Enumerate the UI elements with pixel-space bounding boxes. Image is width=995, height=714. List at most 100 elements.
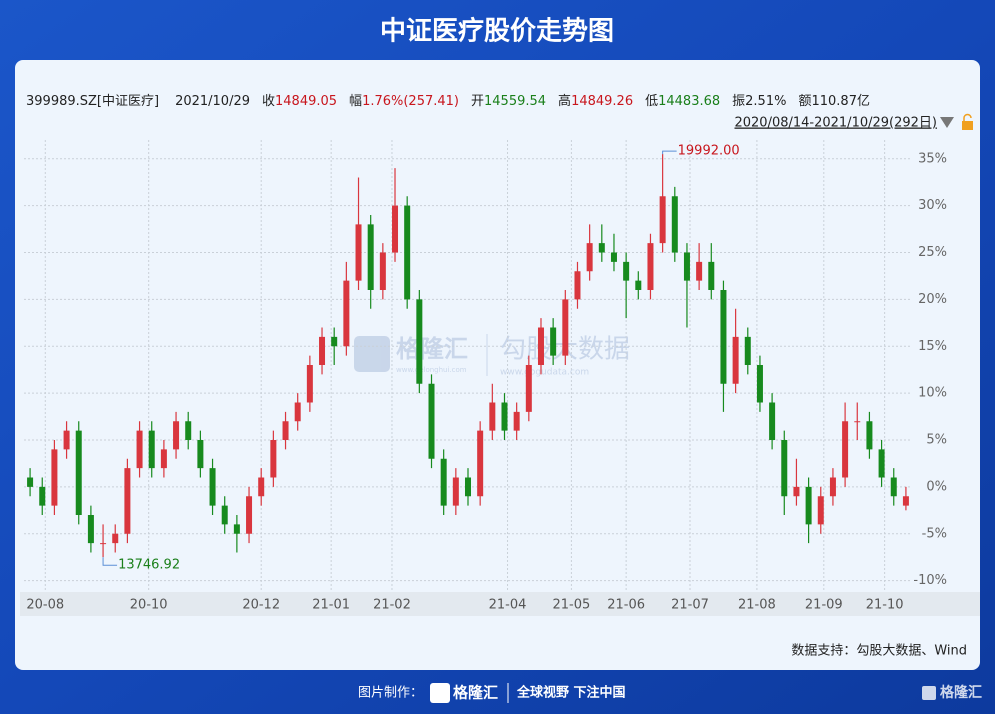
candle-body [805,486,812,525]
candle-body [185,421,192,440]
candle-body [696,261,703,281]
candle-body [562,299,569,356]
corner-logo [922,686,936,700]
footer-slogan: 全球视野 下注中国 [516,685,626,701]
quote-value: 14849.05 [275,94,337,109]
min-leader [102,557,118,566]
candle-body [793,486,800,497]
candle-body [732,336,739,384]
quote-value: 2.51% [745,94,786,109]
quote-value: 14559.54 [484,94,546,109]
x-tick-label: 20-08 [26,598,64,613]
candle-body [173,421,180,450]
quote-value: 14849.26 [571,94,633,109]
candle-body [878,449,885,478]
candle-body [124,468,131,534]
date-range[interactable]: 2020/08/14-2021/10/29(292日) [734,116,937,131]
title: 中证医疗股价走势图 [380,16,614,47]
candle-body [331,336,338,347]
x-tick-label: 21-05 [553,598,591,613]
candle-body [781,440,788,497]
candle-body [586,243,593,272]
x-axis-band [20,592,980,616]
candle-body [319,336,326,365]
y-tick-label: 5% [926,433,947,448]
quote-value: 1.76%(257.41) [362,94,459,109]
candle-body [270,440,277,478]
candle-body [890,477,897,497]
candle-body [282,421,289,440]
x-tick-label: 21-07 [671,598,709,613]
candle-body [428,383,435,459]
quote-label: 开 [471,94,484,109]
candle-body [343,280,350,347]
candle-body [866,421,873,450]
quote-line: 399989.SZ[中证医疗] 2021/10/29 收14849.05 幅1.76%… [26,93,870,109]
candle-body [87,515,94,544]
candle-body [623,261,630,281]
candle-body [610,252,617,262]
candle-body [452,477,459,506]
quote-label: 高 [558,93,571,109]
quote-label: 幅 [349,94,362,109]
y-tick-label: -10% [913,573,947,588]
watermark: 格隆汇 www.gelonghui.com 勾股大数据 www.gogudata… [354,334,630,378]
quote-label: 收 [262,94,275,109]
candle-body [404,205,411,300]
candle-body [744,336,751,365]
candle-body [75,430,82,515]
candle-body [647,243,654,290]
footer-brand: 格隆汇 [453,684,498,702]
candle-body [477,430,484,497]
candle-body [817,496,824,525]
panel [15,60,980,670]
y-tick-label: 10% [918,386,947,401]
candle-body [355,224,362,281]
x-tick-label: 21-04 [489,598,527,613]
quote-label: 振 [732,94,745,109]
candle-body [148,430,155,469]
candle-body [379,252,386,290]
candle-body [209,468,216,506]
candle-body [659,196,666,244]
plot: 35% 30% 25% 20% 15% 10% 5% 0% -5% -10% 20-08 20-10 2… [24,140,947,613]
candle-body [160,449,167,469]
lock-icon[interactable] [962,121,973,130]
source: 数据支持：勾股大数据、Wind [791,644,967,659]
x-tick-label: 21-01 [312,598,350,613]
footer-logo [430,683,450,703]
quote-label: 额 [798,94,811,109]
candle-body [708,261,715,290]
x-tick-label: 21-06 [607,598,645,613]
watermark-site: www.gelonghui.com [396,366,467,374]
candle-body [392,205,399,253]
watermark-data-site: www.gogudata.com [500,368,589,378]
lock-shackle [963,113,972,121]
candle-body [525,365,532,412]
quote-label: 低 [645,94,658,109]
candle-body [367,224,374,290]
candle-body [537,327,544,365]
candle-body [598,243,605,253]
watermark-brand: 格隆汇 [396,335,468,363]
x-tick-label: 21-08 [738,598,776,613]
corner-brand: 格隆汇 [940,684,982,701]
candle-body [902,496,909,506]
dropdown-icon[interactable] [940,117,954,128]
quote-value: 14483.68 [658,94,720,109]
candle-body [306,365,313,403]
y-tick-label: 15% [918,339,947,354]
max-leader [662,150,677,155]
footer-made-by: 图片制作： [358,686,423,701]
candle-body [233,524,240,534]
quote-value: 110.87亿 [811,94,870,109]
candle-body [489,402,496,431]
quote-date: 2021/10/29 [175,94,250,109]
candle-body [756,365,763,403]
candle-body [854,421,861,423]
y-tick-label: 30% [918,198,947,213]
x-tick-label: 21-10 [866,598,904,613]
candle-body [112,533,119,544]
candle-body [27,477,34,487]
